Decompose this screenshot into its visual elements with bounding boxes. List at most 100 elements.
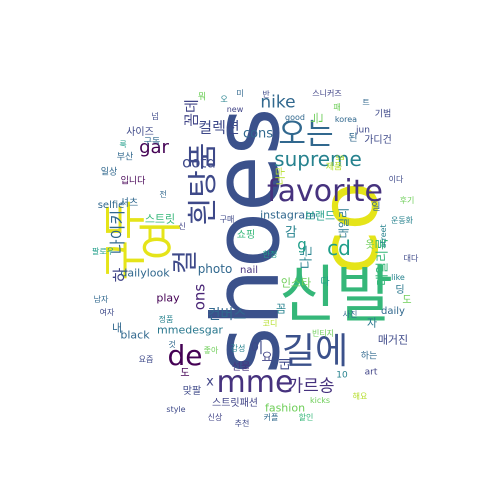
word-keopeul: 커플 xyxy=(263,413,279,422)
word-ida: 이다 xyxy=(388,175,404,184)
word-gibeom: 기범 xyxy=(374,109,392,120)
word-cd: cd xyxy=(327,236,351,260)
word-daily: daily xyxy=(381,306,405,317)
word-ban: 반 xyxy=(262,90,270,99)
word-seuteuritpaesyeon: 스트릿패션 xyxy=(212,398,258,409)
word-joa: 좋아 xyxy=(203,346,219,355)
word-kicks: kicks xyxy=(309,396,331,405)
word-geot: 것 xyxy=(168,340,176,349)
word-kodi: 코디 xyxy=(262,319,278,328)
word-gadigeon: 가디건 xyxy=(364,135,392,146)
word-jeon: 전 xyxy=(159,190,167,199)
word-sinbal: 신발 xyxy=(278,258,394,331)
word-saijeu: 사이즈 xyxy=(126,127,154,138)
word-nail: nail xyxy=(239,265,259,276)
word-do: 도 xyxy=(180,368,190,379)
word-jun: jun xyxy=(356,125,370,136)
word-undonghwa: 운동화 xyxy=(390,216,414,225)
word-de-ko: 데 xyxy=(279,357,295,371)
word-ruk: 룩 xyxy=(119,140,127,149)
word-mmedesgar: mmedesgar xyxy=(157,323,223,337)
word-jeongpum: 정품 xyxy=(158,315,174,324)
word-neomu: 너무 xyxy=(276,166,287,186)
word-namja: 남자 xyxy=(93,295,109,304)
word-nike: nike xyxy=(260,92,296,113)
word-ot: 옷 xyxy=(365,240,375,251)
word-g: g xyxy=(297,235,307,254)
word-seunikeojeu: 스니커즈 xyxy=(312,89,342,98)
word-gudok: 구독 xyxy=(143,137,161,148)
word-teu: 트 xyxy=(362,98,370,107)
word-yo: 요 xyxy=(261,350,273,364)
word-pae: 패 xyxy=(333,103,341,112)
word-instagram: instagram xyxy=(260,208,316,222)
word-hugi: 후기 xyxy=(399,196,415,205)
word-mi: 미 xyxy=(236,89,244,98)
word-gar: gar xyxy=(139,137,169,158)
word-fashion: fashion xyxy=(264,401,306,415)
word-yojeum: 요즘 xyxy=(138,355,154,364)
word-cons: cons xyxy=(242,126,274,142)
word-il: 일 xyxy=(371,202,381,213)
word-new: new xyxy=(226,105,244,114)
word-neom: 넘 xyxy=(151,112,159,121)
word-oneun: 오는 xyxy=(278,117,334,152)
word-keol: 컬 xyxy=(171,250,201,274)
word-seonmul: 선물 xyxy=(231,362,251,373)
word-play: play xyxy=(156,291,180,305)
word-ons: ons xyxy=(190,283,209,311)
word-street: street xyxy=(379,224,388,248)
word-keollekseon: 컬렉션 xyxy=(198,118,240,137)
word-10: 10 xyxy=(336,370,348,381)
word-sajin: 사진 xyxy=(342,310,358,319)
word-black: black xyxy=(120,328,150,342)
word-busan: 부산 xyxy=(116,152,134,163)
word-selfie: selfie xyxy=(97,200,125,211)
word-i: 이 xyxy=(250,341,264,357)
word-daeilli: 대일리 xyxy=(337,207,351,239)
word-matpal: 맞팔 xyxy=(182,386,202,397)
word-style: style xyxy=(166,405,186,414)
word-o: 오 xyxy=(220,95,228,104)
word-syoping: 쇼핑 xyxy=(236,230,256,241)
word-sinsang: 신상 xyxy=(207,413,223,422)
word-de: de xyxy=(167,339,203,372)
word-haneun: 하는 xyxy=(360,351,378,362)
word-dailylook: dailylook xyxy=(120,266,170,280)
word-chucheon: 추천 xyxy=(234,419,250,428)
word-korea: korea xyxy=(334,115,358,124)
word-bintiji: 빈티지 xyxy=(311,329,335,338)
word-harin: 할인 xyxy=(298,413,314,422)
word-keonbeoseu: 컨버스 xyxy=(207,307,247,323)
word-seuteurit: 스트릿 xyxy=(144,212,176,226)
word-maegeojin: 매거진 xyxy=(377,333,409,347)
word-haeyo: 해요 xyxy=(352,392,368,401)
word-daeda: 대다 xyxy=(403,254,419,263)
word-beuraendeu: 브랜드 xyxy=(304,209,336,223)
word-doen: 된 xyxy=(348,133,358,144)
word-imnida: 입니다 xyxy=(120,176,146,187)
word-mwo: 뭐 xyxy=(197,92,207,103)
word-art: art xyxy=(364,367,378,378)
word-gareuseong: 가르송 xyxy=(287,376,335,397)
word-gam: 감 xyxy=(285,225,297,241)
word-nae: 내 xyxy=(111,321,123,335)
word-gamseong: 감성 xyxy=(230,344,246,353)
word-kkom: 꼼 xyxy=(275,302,287,316)
word-syeocheu: 셔츠 xyxy=(119,198,139,209)
word-favorite: favorite xyxy=(267,174,383,209)
word-sin: 신 xyxy=(178,222,186,231)
word-ding: 딩 xyxy=(395,285,405,296)
word-inseuta: 인스타 xyxy=(280,276,312,290)
word-ootd: ootd xyxy=(182,153,216,172)
word-like: like xyxy=(391,273,405,282)
word-ja: 자 xyxy=(366,316,378,330)
word-supreme: supreme xyxy=(274,147,362,171)
word-x: x xyxy=(206,374,214,390)
word-pallou: 팔로우 xyxy=(91,247,115,256)
word-gumae: 구매 xyxy=(219,215,235,224)
word-mme: mme xyxy=(216,365,294,400)
word-ilsang: 일상 xyxy=(100,167,118,178)
